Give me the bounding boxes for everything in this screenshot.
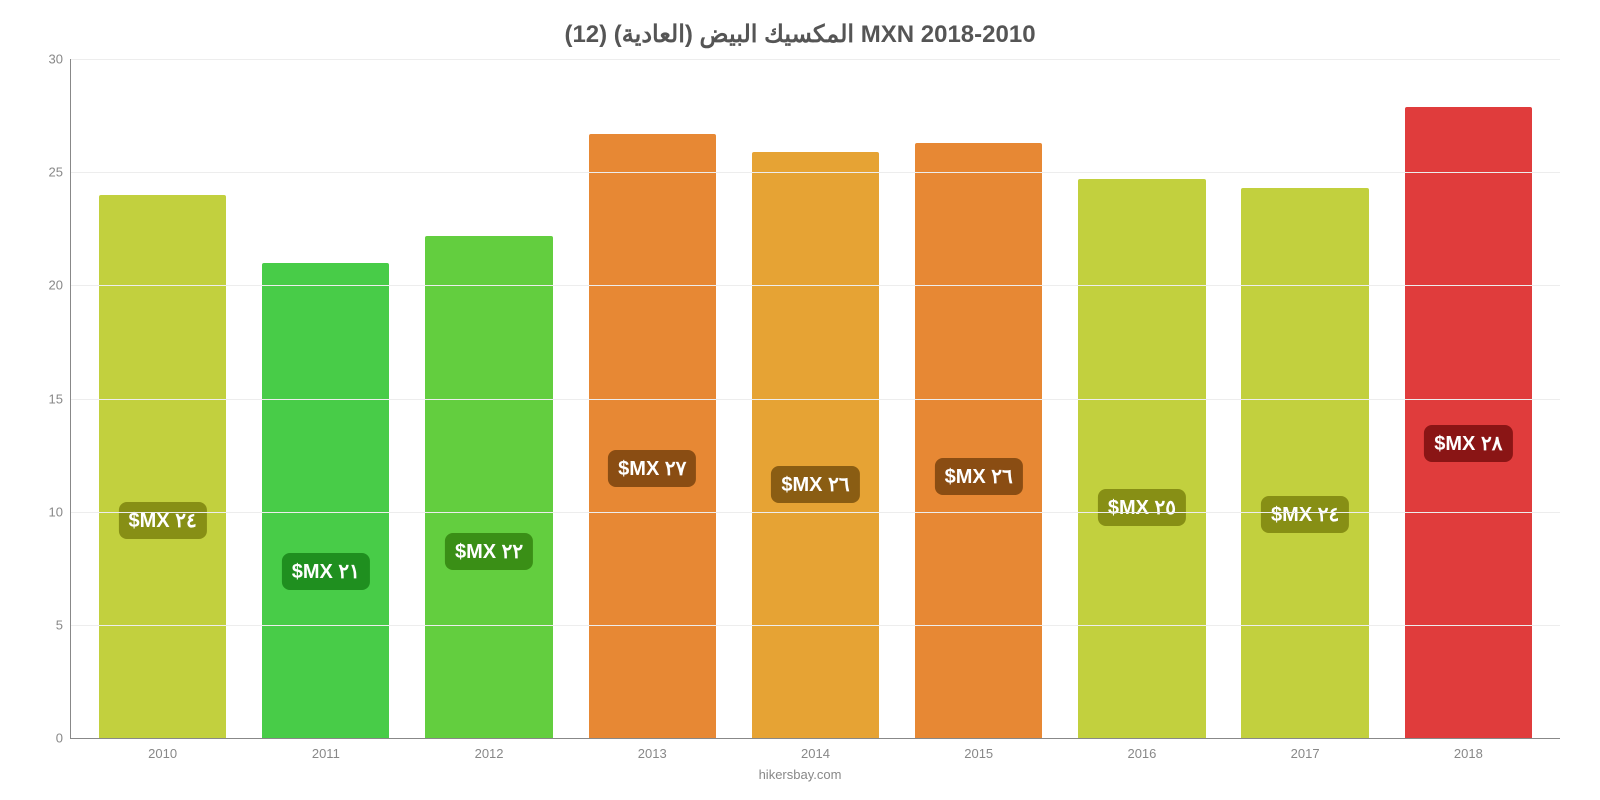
x-tick-label: 2014 [801, 738, 830, 761]
bar: ٢٦ MX$ [915, 143, 1042, 738]
grid-line [71, 285, 1560, 286]
bar-value-label: ٢١ MX$ [282, 553, 370, 590]
grid-line [71, 625, 1560, 626]
x-tick-label: 2015 [964, 738, 993, 761]
x-tick-label: 2017 [1291, 738, 1320, 761]
chart-title: المكسيك البيض (العادية) (12) MXN 2018-20… [30, 20, 1570, 49]
x-tick-label: 2018 [1454, 738, 1483, 761]
grid-line [71, 172, 1560, 173]
y-tick-label: 15 [49, 391, 71, 406]
grid-line [71, 512, 1560, 513]
bar-value-label: ٢٤ MX$ [1261, 496, 1349, 533]
x-tick-label: 2016 [1127, 738, 1156, 761]
bar-value-label: ٢٦ MX$ [771, 466, 859, 503]
bar: ٢٥ MX$ [1078, 179, 1205, 738]
x-tick-label: 2011 [312, 738, 340, 761]
x-tick-label: 2012 [475, 738, 504, 761]
y-tick-label: 20 [49, 278, 71, 293]
bar: ٢٢ MX$ [425, 236, 552, 738]
grid-line [71, 59, 1560, 60]
bar-value-label: ٢٢ MX$ [445, 533, 533, 570]
y-tick-label: 5 [56, 617, 71, 632]
bar: ٢٧ MX$ [589, 134, 716, 738]
grid-line [71, 399, 1560, 400]
plot-area: ٢٤ MX$2010٢١ MX$2011٢٢ MX$2012٢٧ MX$2013… [70, 59, 1560, 739]
bar-value-label: ٢٥ MX$ [1098, 489, 1186, 526]
bar: ٢٤ MX$ [1241, 188, 1368, 738]
bar-value-label: ٢٨ MX$ [1424, 425, 1512, 462]
y-tick-label: 0 [56, 731, 71, 746]
y-tick-label: 30 [49, 52, 71, 67]
bar: ٢٤ MX$ [99, 195, 226, 738]
bar: ٢٨ MX$ [1405, 107, 1532, 738]
y-tick-label: 10 [49, 504, 71, 519]
x-tick-label: 2013 [638, 738, 667, 761]
bar-value-label: ٢٦ MX$ [935, 458, 1023, 495]
x-tick-label: 2010 [148, 738, 177, 761]
bar-value-label: ٢٧ MX$ [608, 450, 696, 487]
y-tick-label: 25 [49, 165, 71, 180]
bar: ٢٦ MX$ [752, 152, 879, 738]
bar-value-label: ٢٤ MX$ [119, 502, 207, 539]
attribution: hikersbay.com [30, 767, 1570, 782]
chart-wrapper: المكسيك البيض (العادية) (12) MXN 2018-20… [0, 0, 1600, 800]
bar: ٢١ MX$ [262, 263, 389, 738]
